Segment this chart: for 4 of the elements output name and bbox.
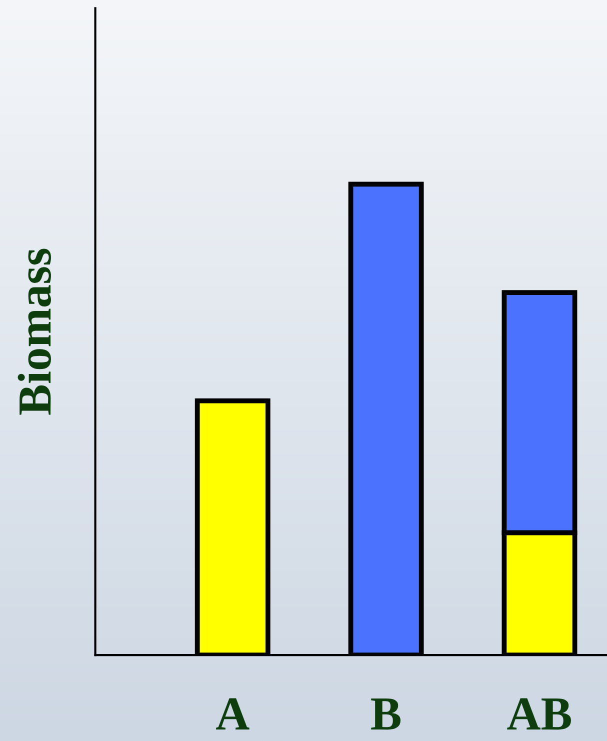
x-tick-label: AB bbox=[507, 698, 571, 730]
x-tick-label: B bbox=[371, 698, 400, 730]
y-axis-title: Biomass bbox=[18, 248, 51, 415]
x-tick-label: A bbox=[216, 698, 250, 730]
